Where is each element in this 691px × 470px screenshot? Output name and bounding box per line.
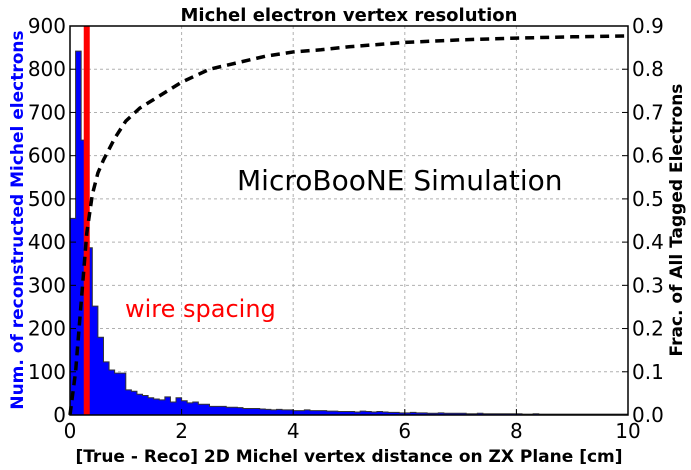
svg-text:900: 900 (28, 14, 66, 38)
svg-text:0.1: 0.1 (632, 360, 664, 384)
svg-text:0.8: 0.8 (632, 57, 664, 81)
svg-text:4: 4 (287, 419, 300, 443)
x-tick-labels: 0 2 4 6 8 10 (64, 409, 641, 443)
y-axis-label: Num. of reconstructed Michel electrons (8, 30, 28, 409)
plot-frame (69, 25, 629, 416)
svg-text:0.0: 0.0 (632, 403, 664, 427)
simulation-annotation: MicroBooNE Simulation (237, 164, 563, 197)
svg-text:500: 500 (28, 187, 66, 211)
svg-text:0.3: 0.3 (632, 273, 664, 297)
y-right-tick-labels: 0.0 0.1 0.2 0.3 0.4 0.5 0.6 0.7 0.8 0.9 (622, 14, 664, 427)
svg-text:0.9: 0.9 (632, 14, 664, 38)
svg-text:600: 600 (28, 144, 66, 168)
svg-text:400: 400 (28, 230, 66, 254)
y-tick-labels: 0 100 200 300 400 500 600 700 800 900 (28, 14, 76, 427)
svg-text:200: 200 (28, 317, 66, 341)
chart-title: Michel electron vertex resolution (180, 5, 517, 26)
svg-text:800: 800 (28, 57, 66, 81)
svg-text:0.4: 0.4 (632, 230, 664, 254)
svg-text:0.6: 0.6 (632, 144, 664, 168)
cumulative-fraction-curve (68, 34, 629, 416)
svg-text:300: 300 (28, 273, 66, 297)
svg-text:0.7: 0.7 (632, 100, 664, 124)
svg-text:8: 8 (510, 419, 523, 443)
svg-text:700: 700 (28, 100, 66, 124)
svg-text:100: 100 (28, 360, 66, 384)
svg-text:6: 6 (398, 419, 411, 443)
svg-text:2: 2 (175, 419, 188, 443)
svg-text:0.2: 0.2 (632, 317, 664, 341)
x-axis-label: [True - Reco] 2D Michel vertex distance … (75, 447, 622, 467)
y-right-axis-label: Frac. of All Tagged Electrons (667, 84, 687, 357)
histogram-bars (69, 50, 629, 416)
svg-text:10: 10 (615, 419, 640, 443)
wire-spacing-annotation: wire spacing (125, 295, 276, 323)
grid-lines (69, 25, 629, 416)
svg-text:0: 0 (53, 403, 66, 427)
svg-text:0: 0 (64, 419, 77, 443)
svg-text:0.5: 0.5 (632, 187, 664, 211)
